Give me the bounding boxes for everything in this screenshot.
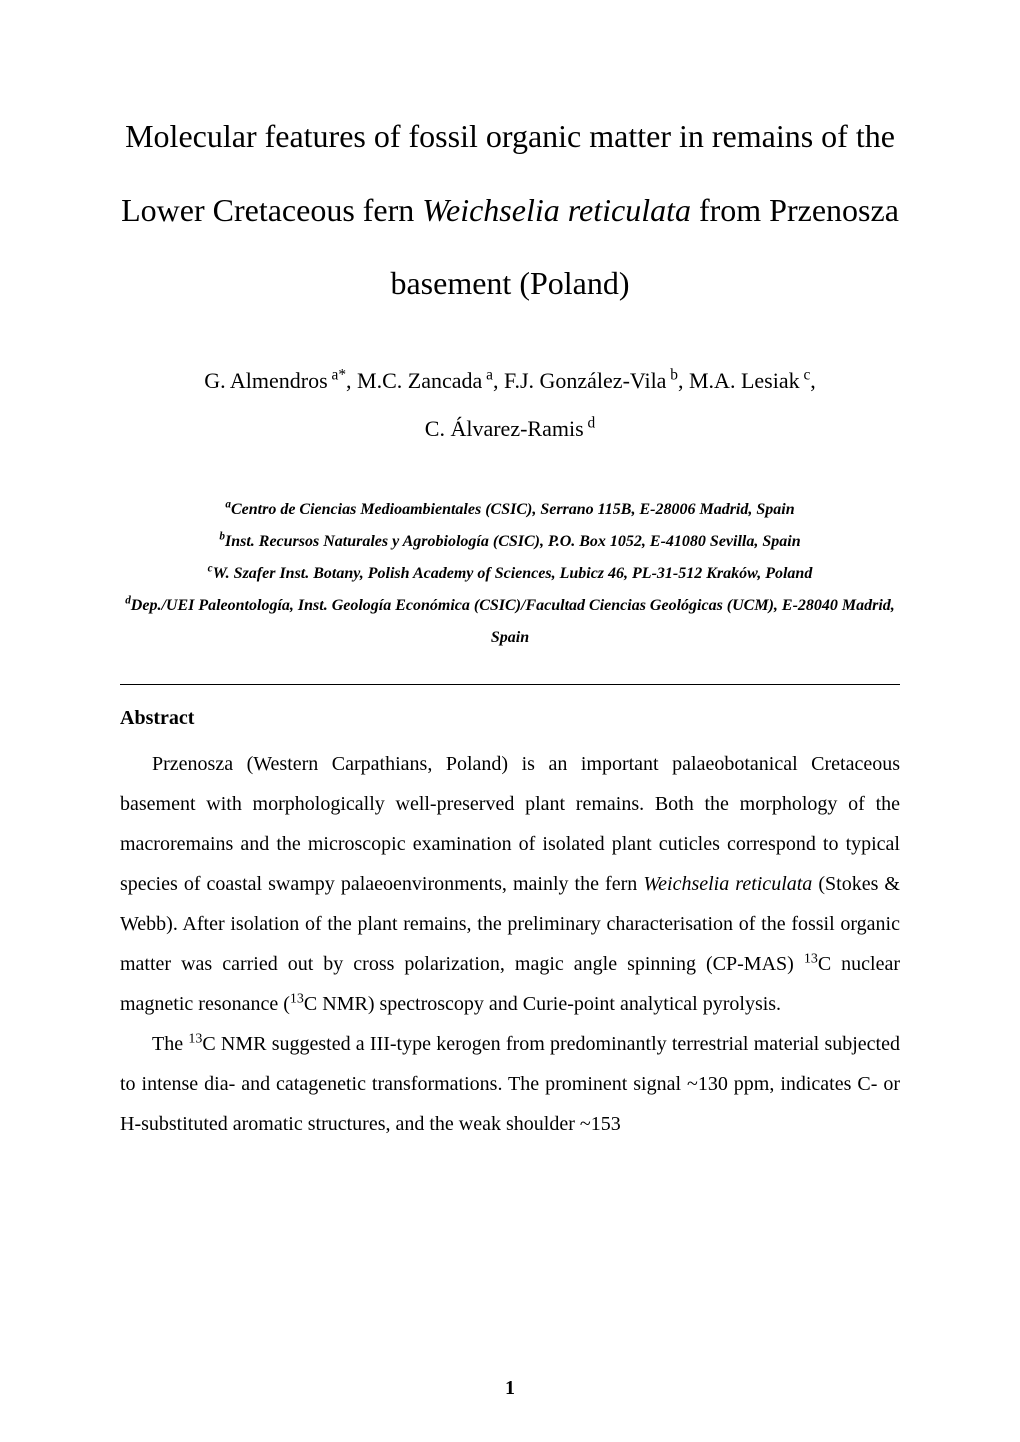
affiliation-b: bInst. Recursos Naturales y Agrobiología… [120, 526, 900, 558]
affiliation-a: aCentro de Ciencias Medioambientales (CS… [120, 494, 900, 526]
abstract-paragraph: The 13C NMR suggested a III-type kerogen… [120, 1024, 900, 1144]
affiliation-block: aCentro de Ciencias Medioambientales (CS… [120, 494, 900, 654]
page-number: 1 [0, 1377, 1020, 1400]
abstract-paragraph: Przenosza (Western Carpathians, Poland) … [120, 744, 900, 1024]
section-rule [120, 684, 900, 685]
abstract-heading: Abstract [120, 707, 900, 730]
abstract-body: Przenosza (Western Carpathians, Poland) … [120, 744, 900, 1144]
page-container: Molecular features of fossil organic mat… [0, 0, 1020, 1442]
affiliation-c: cW. Szafer Inst. Botany, Polish Academy … [120, 558, 900, 590]
affiliation-d: dDep./UEI Paleontología, Inst. Geología … [120, 590, 900, 654]
paper-title: Molecular features of fossil organic mat… [120, 100, 900, 321]
author-list: G. Almendros a*, M.C. Zancada a, F.J. Go… [120, 357, 900, 454]
